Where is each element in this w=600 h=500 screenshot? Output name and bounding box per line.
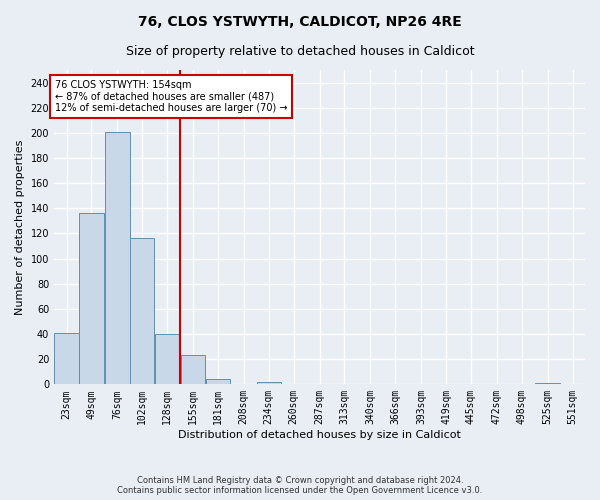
Y-axis label: Number of detached properties: Number of detached properties — [15, 140, 25, 315]
Bar — [257, 382, 281, 384]
Text: Contains HM Land Registry data © Crown copyright and database right 2024.
Contai: Contains HM Land Registry data © Crown c… — [118, 476, 482, 495]
Text: 76, CLOS YSTWYTH, CALDICOT, NP26 4RE: 76, CLOS YSTWYTH, CALDICOT, NP26 4RE — [138, 15, 462, 29]
Bar — [130, 238, 154, 384]
Bar — [155, 334, 179, 384]
Bar — [535, 383, 560, 384]
Bar — [181, 356, 205, 384]
X-axis label: Distribution of detached houses by size in Caldicot: Distribution of detached houses by size … — [178, 430, 461, 440]
Bar — [79, 214, 104, 384]
Text: Size of property relative to detached houses in Caldicot: Size of property relative to detached ho… — [125, 45, 475, 58]
Bar — [206, 380, 230, 384]
Bar — [54, 333, 79, 384]
Bar — [105, 132, 130, 384]
Text: 76 CLOS YSTWYTH: 154sqm
← 87% of detached houses are smaller (487)
12% of semi-d: 76 CLOS YSTWYTH: 154sqm ← 87% of detache… — [55, 80, 287, 114]
